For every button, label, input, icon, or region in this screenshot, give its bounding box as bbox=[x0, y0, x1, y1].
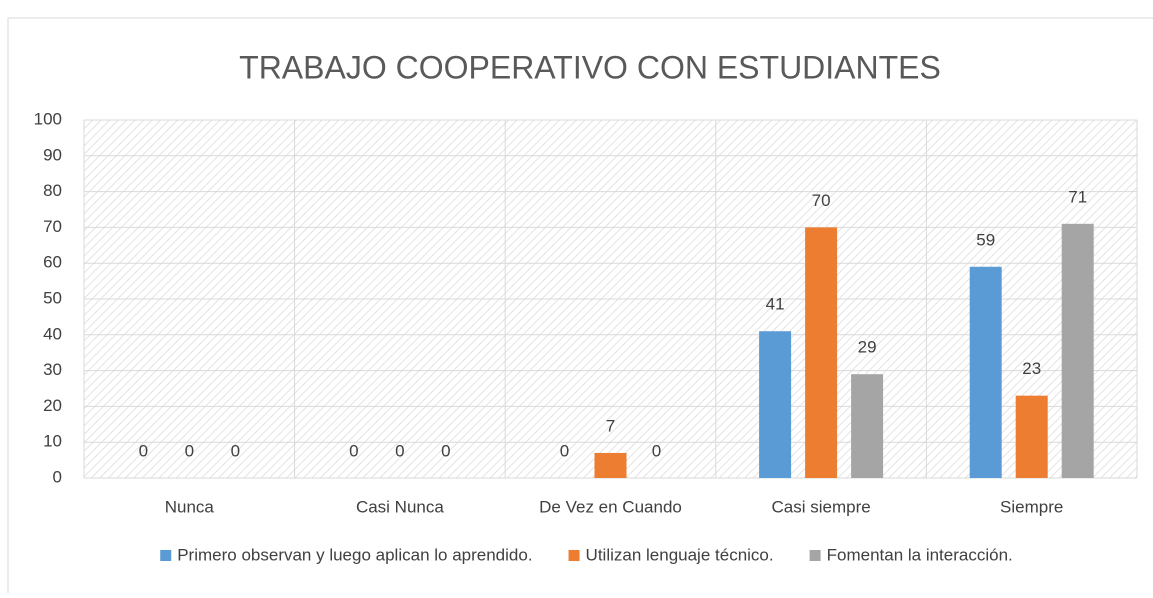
data-label: 59 bbox=[976, 230, 995, 249]
y-tick-label: 100 bbox=[34, 109, 62, 128]
y-tick-label: 60 bbox=[43, 253, 62, 272]
y-tick-label: 70 bbox=[43, 217, 62, 236]
x-tick-label: De Vez en Cuando bbox=[539, 497, 682, 516]
legend-swatch bbox=[809, 550, 821, 561]
chart-title: TRABAJO COOPERATIVO CON ESTUDIANTES bbox=[239, 49, 941, 85]
x-tick-label: Nunca bbox=[165, 497, 215, 516]
y-tick-label: 0 bbox=[53, 467, 62, 486]
legend-label: Fomentan la interacción. bbox=[827, 545, 1013, 564]
legend-label: Utilizan lenguaje técnico. bbox=[586, 545, 774, 564]
data-label: 7 bbox=[606, 416, 615, 435]
y-tick-label: 10 bbox=[43, 432, 62, 451]
data-label: 70 bbox=[812, 191, 831, 210]
data-label: 41 bbox=[766, 295, 785, 314]
bar bbox=[805, 227, 838, 478]
data-label: 23 bbox=[1022, 359, 1041, 378]
data-label: 0 bbox=[395, 441, 404, 460]
bar bbox=[851, 374, 884, 478]
data-label: 0 bbox=[185, 441, 194, 460]
x-tick-label: Casi siempre bbox=[771, 497, 870, 516]
data-label: 0 bbox=[441, 441, 450, 460]
data-label: 0 bbox=[349, 441, 358, 460]
y-tick-label: 90 bbox=[43, 145, 62, 164]
legend-label: Primero observan y luego aplican lo apre… bbox=[177, 545, 532, 564]
legend-swatch bbox=[160, 550, 172, 561]
bar bbox=[969, 266, 1002, 478]
y-tick-label: 30 bbox=[43, 360, 62, 379]
y-tick-label: 80 bbox=[43, 181, 62, 200]
y-tick-label: 20 bbox=[43, 396, 62, 415]
x-tick-label: Casi Nunca bbox=[356, 497, 444, 516]
y-tick-label: 50 bbox=[43, 288, 62, 307]
data-label: 0 bbox=[139, 441, 148, 460]
data-label: 29 bbox=[858, 338, 877, 357]
x-tick-label: Siempre bbox=[1000, 497, 1063, 516]
data-label: 0 bbox=[652, 441, 661, 460]
bar bbox=[759, 331, 792, 478]
chart-frame bbox=[7, 17, 1153, 598]
data-label: 0 bbox=[231, 441, 240, 460]
bar bbox=[594, 452, 627, 478]
legend-swatch bbox=[568, 550, 580, 561]
data-label: 0 bbox=[560, 441, 569, 460]
data-label: 71 bbox=[1068, 187, 1087, 206]
y-tick-label: 40 bbox=[43, 324, 62, 343]
bar bbox=[1015, 395, 1048, 478]
bar bbox=[1061, 223, 1094, 478]
